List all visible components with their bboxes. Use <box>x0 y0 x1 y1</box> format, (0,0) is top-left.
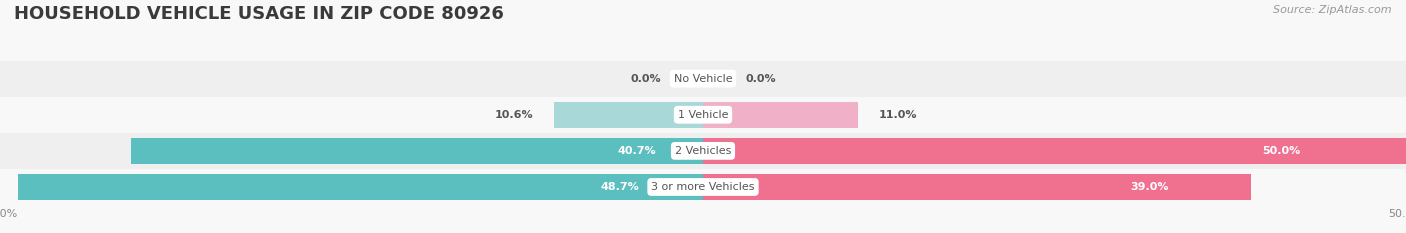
Bar <box>703 138 1406 164</box>
Text: No Vehicle: No Vehicle <box>673 74 733 84</box>
Text: 2 Vehicles: 2 Vehicles <box>675 146 731 156</box>
Bar <box>18 174 703 200</box>
Bar <box>0 97 1406 133</box>
Text: 1 Vehicle: 1 Vehicle <box>678 110 728 120</box>
Text: 0.0%: 0.0% <box>630 74 661 84</box>
Text: 3 or more Vehicles: 3 or more Vehicles <box>651 182 755 192</box>
Text: Source: ZipAtlas.com: Source: ZipAtlas.com <box>1274 5 1392 15</box>
Text: 10.6%: 10.6% <box>495 110 533 120</box>
Text: 50.0%: 50.0% <box>1263 146 1301 156</box>
Text: 0.0%: 0.0% <box>745 74 776 84</box>
Bar <box>131 138 703 164</box>
Bar <box>0 133 1406 169</box>
Text: 39.0%: 39.0% <box>1130 182 1170 192</box>
Text: 48.7%: 48.7% <box>600 182 640 192</box>
Bar <box>554 102 703 128</box>
Text: 40.7%: 40.7% <box>617 146 655 156</box>
Bar <box>0 61 1406 97</box>
Bar <box>703 102 858 128</box>
Text: 11.0%: 11.0% <box>879 110 917 120</box>
Text: HOUSEHOLD VEHICLE USAGE IN ZIP CODE 80926: HOUSEHOLD VEHICLE USAGE IN ZIP CODE 8092… <box>14 5 503 23</box>
Bar <box>703 174 1251 200</box>
Bar <box>0 169 1406 205</box>
